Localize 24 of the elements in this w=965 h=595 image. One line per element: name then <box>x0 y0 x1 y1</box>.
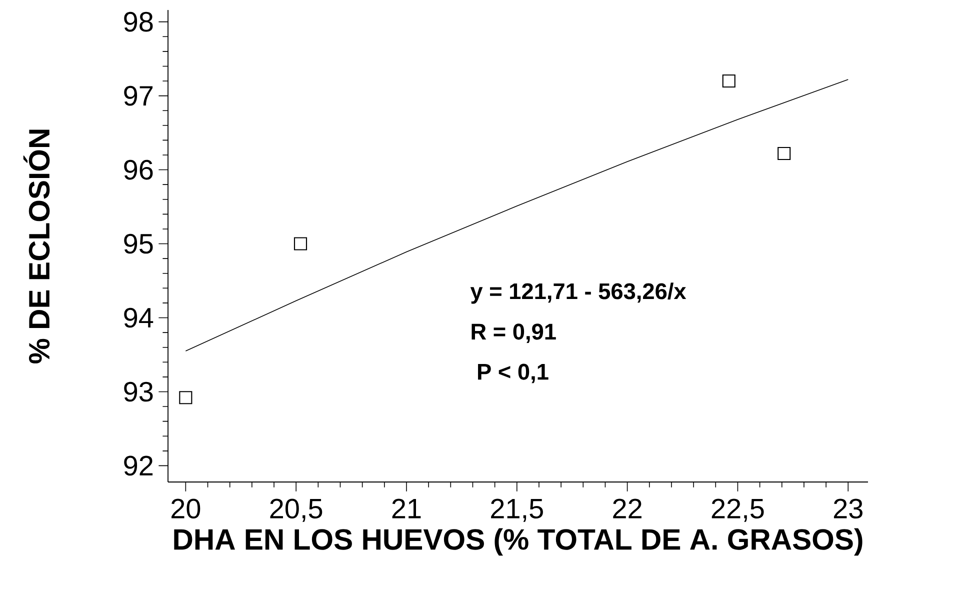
y-axis-title: % DE ECLOSIÓN <box>23 130 50 364</box>
annotation: y = 121,71 - 563,26/x <box>470 282 686 304</box>
y-tick-label: 95 <box>124 234 153 254</box>
x-axis-title: DHA EN LOS HUEVOS (% TOTAL DE A. GRASOS) <box>174 528 862 556</box>
point <box>778 146 791 160</box>
y-tick-label: 96 <box>124 160 153 180</box>
annotation: R = 0,91 <box>472 324 556 343</box>
y-tick-label: 97 <box>124 86 153 106</box>
y-tick-label: 92 <box>124 456 153 476</box>
y-tick-label: 93 <box>124 382 153 402</box>
x-tick-label: 21,5 <box>491 498 543 522</box>
x-tick-label: 22,5 <box>712 498 764 522</box>
line-series <box>185 79 849 352</box>
x-tick-label: 20 <box>171 498 200 519</box>
point <box>179 391 192 404</box>
x-tick-label: 23 <box>834 498 862 519</box>
x-tick-label: 20,5 <box>270 498 322 522</box>
x-tick-label: 21 <box>392 498 421 518</box>
y-tick-label: 94 <box>124 308 154 328</box>
x-tick-label: 22 <box>613 498 642 518</box>
annotation: P < 0,1 <box>478 364 548 384</box>
y-tick-label: 98 <box>124 12 153 32</box>
point <box>722 74 736 88</box>
point <box>294 237 308 250</box>
